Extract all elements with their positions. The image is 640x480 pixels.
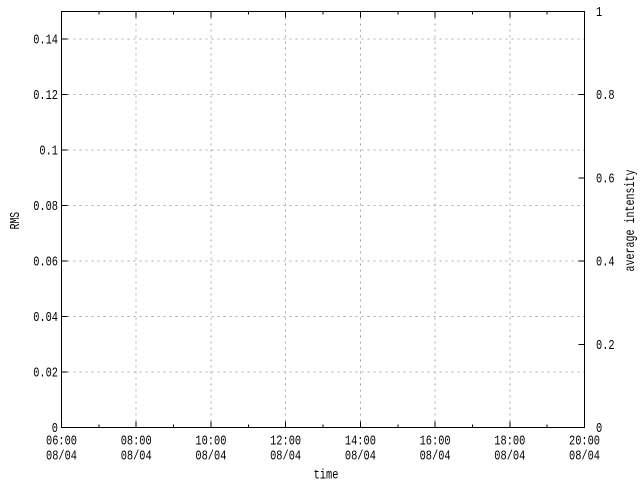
- svg-text:0.12: 0.12: [33, 88, 58, 104]
- svg-text:0.06: 0.06: [33, 255, 58, 271]
- svg-text:08/04: 08/04: [46, 449, 77, 465]
- svg-text:0.6: 0.6: [596, 171, 615, 187]
- svg-text:0.02: 0.02: [33, 366, 58, 382]
- svg-text:0.14: 0.14: [33, 33, 58, 49]
- svg-text:08/04: 08/04: [345, 449, 376, 465]
- svg-text:average intensity: average intensity: [623, 170, 639, 272]
- svg-text:10:00: 10:00: [195, 434, 226, 450]
- svg-text:08/04: 08/04: [121, 449, 152, 465]
- svg-text:08/04: 08/04: [569, 449, 600, 465]
- svg-text:18:00: 18:00: [494, 434, 525, 450]
- svg-text:08:00: 08:00: [121, 434, 152, 450]
- svg-text:0.8: 0.8: [596, 88, 615, 104]
- svg-text:1: 1: [596, 5, 602, 21]
- svg-text:20:00: 20:00: [569, 434, 600, 450]
- svg-text:08/04: 08/04: [420, 449, 451, 465]
- svg-text:0.2: 0.2: [596, 338, 615, 354]
- svg-text:RMS: RMS: [8, 212, 24, 230]
- svg-text:12:00: 12:00: [270, 434, 301, 450]
- svg-text:08/04: 08/04: [195, 449, 226, 465]
- svg-text:14:00: 14:00: [345, 434, 376, 450]
- svg-text:time: time: [314, 468, 339, 480]
- svg-text:0.04: 0.04: [33, 310, 58, 326]
- svg-text:0.1: 0.1: [39, 144, 58, 160]
- svg-text:0.08: 0.08: [33, 199, 58, 215]
- svg-text:06:00: 06:00: [46, 434, 77, 450]
- svg-text:16:00: 16:00: [420, 434, 451, 450]
- svg-text:0.4: 0.4: [596, 255, 615, 271]
- svg-text:08/04: 08/04: [270, 449, 301, 465]
- svg-text:08/04: 08/04: [494, 449, 525, 465]
